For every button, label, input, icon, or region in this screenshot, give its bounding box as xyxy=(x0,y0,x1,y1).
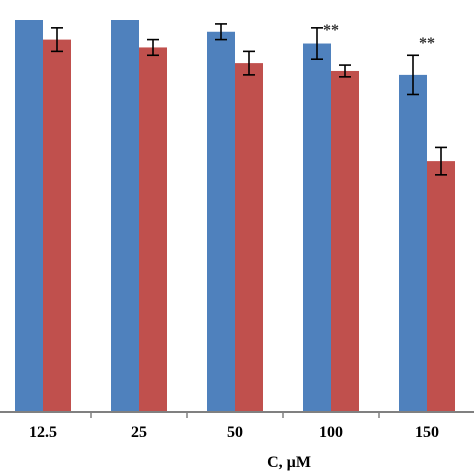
bar-25-series-2 xyxy=(139,47,167,412)
bar-50-series-1 xyxy=(207,31,235,412)
error-bar-100-series-2 xyxy=(339,64,351,78)
significance-marker-100: ** xyxy=(323,22,339,39)
significance-marker-150: ** xyxy=(419,35,435,52)
error-bar-12.5-series-2 xyxy=(51,27,63,53)
x-tick-label-25: 25 xyxy=(131,424,147,441)
x-tick-label-50: 50 xyxy=(227,424,243,441)
bar-150-series-2 xyxy=(427,161,455,412)
bar-100-series-1 xyxy=(303,43,331,413)
x-tick-label-12.5: 12.5 xyxy=(29,424,57,441)
significance-annotations: ** ** xyxy=(323,22,435,52)
bars-group xyxy=(15,20,455,413)
x-axis-title: C, µM xyxy=(267,454,311,471)
bar-12.5-series-2 xyxy=(43,39,71,412)
error-bar-50-series-2 xyxy=(243,50,255,76)
x-tick-labels: 12.5 25 50 100 150 xyxy=(29,424,439,441)
bar-50-series-2 xyxy=(235,63,263,413)
error-bar-50-series-1 xyxy=(215,23,227,41)
error-bar-100-series-1 xyxy=(311,27,323,61)
bar-12.5-series-1 xyxy=(15,20,43,412)
x-axis-ticks xyxy=(90,412,380,418)
error-bar-25-series-2 xyxy=(147,38,159,57)
error-bar-150-series-2 xyxy=(435,146,447,176)
error-bars-group xyxy=(51,23,447,176)
bar-100-series-2 xyxy=(331,70,359,413)
error-bar-150-series-1 xyxy=(407,54,419,96)
bar-25-series-1 xyxy=(111,20,139,412)
bar-150-series-1 xyxy=(399,74,427,412)
x-tick-label-150: 150 xyxy=(415,424,439,441)
x-tick-label-100: 100 xyxy=(319,424,343,441)
